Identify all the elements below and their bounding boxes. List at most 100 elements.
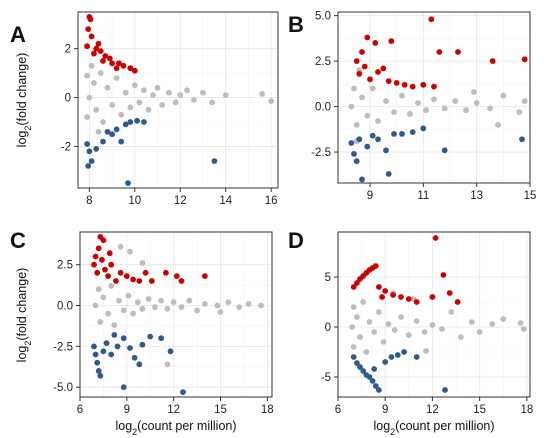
point-up <box>379 294 385 300</box>
point-ns <box>350 344 357 350</box>
point-up <box>367 76 373 83</box>
point-down <box>88 158 95 165</box>
point-ns <box>145 296 152 302</box>
point-ns <box>405 332 412 338</box>
point-ns <box>521 98 528 104</box>
point-ns <box>520 326 527 332</box>
point-up <box>142 269 149 276</box>
point-down <box>94 359 101 366</box>
point-down <box>139 341 146 348</box>
point-up <box>436 49 443 55</box>
point-down <box>108 351 115 358</box>
point-ns <box>391 109 397 115</box>
point-down <box>369 132 376 139</box>
point-up <box>127 65 134 72</box>
x-axis-title: log2(count per million) <box>115 419 236 437</box>
point-ns <box>86 94 93 101</box>
point-down <box>394 352 401 358</box>
point-ns <box>217 309 224 315</box>
panel-label: A <box>10 22 26 47</box>
point-ns <box>468 319 475 325</box>
point-up <box>455 49 461 55</box>
x-tick-label: 9 <box>367 190 373 202</box>
point-down <box>399 131 405 137</box>
point-down <box>92 351 99 358</box>
point-ns <box>191 97 197 103</box>
point-ns <box>117 243 124 250</box>
y-tick-label: -2.5 <box>311 147 331 159</box>
point-up <box>109 60 115 67</box>
point-up <box>173 273 180 279</box>
point-ns <box>489 321 496 327</box>
point-up <box>120 62 127 69</box>
x-tick-label: 12 <box>426 404 439 416</box>
point-ns <box>431 96 437 103</box>
point-ns <box>429 322 436 328</box>
point-up <box>375 69 381 75</box>
panel-label: C <box>10 228 26 253</box>
point-ns <box>84 72 90 79</box>
point-ns <box>134 299 141 306</box>
point-down <box>95 368 102 374</box>
point-down <box>111 332 118 338</box>
point-down <box>85 163 92 169</box>
point-ns <box>413 318 420 324</box>
point-down <box>93 146 100 152</box>
y-tick-label: -2.5 <box>53 341 73 353</box>
point-ns <box>120 307 127 314</box>
x-tick-label: 9 <box>124 404 130 416</box>
point-ns <box>357 334 363 340</box>
point-down <box>382 359 389 365</box>
point-ns <box>127 248 133 255</box>
point-up <box>105 273 111 279</box>
point-up <box>102 266 108 273</box>
point-up <box>117 269 124 276</box>
x-tick-label: 11 <box>417 190 429 202</box>
point-up <box>102 53 109 59</box>
point-down <box>364 143 371 150</box>
point-up <box>388 38 395 44</box>
point-ns <box>91 80 97 86</box>
point-up <box>130 276 137 283</box>
point-up <box>429 294 436 300</box>
point-up <box>113 65 120 72</box>
point-down <box>359 176 365 183</box>
x-tick-label: 8 <box>86 195 92 207</box>
point-up <box>454 299 461 305</box>
y-tick-label: 5 <box>325 272 331 284</box>
x-tick-label: 10 <box>128 195 141 207</box>
point-ns <box>359 94 365 101</box>
point-ns <box>194 307 201 314</box>
point-up <box>85 26 92 32</box>
point-ns <box>139 260 146 266</box>
point-ns <box>136 99 143 106</box>
point-ns <box>125 292 132 299</box>
point-up <box>361 63 368 70</box>
point-down <box>120 384 127 391</box>
point-ns <box>214 302 221 309</box>
point-ns <box>471 89 477 95</box>
point-ns <box>415 100 421 106</box>
point-down <box>100 138 106 145</box>
point-ns <box>113 75 120 81</box>
plot-frame <box>337 11 531 184</box>
point-ns <box>423 348 429 354</box>
point-ns <box>92 302 99 309</box>
point-ns <box>348 103 355 110</box>
point-ns <box>258 302 264 309</box>
point-down <box>104 128 111 135</box>
point-ns <box>118 111 125 118</box>
point-down <box>441 147 448 154</box>
point-ns <box>108 283 115 289</box>
point-down <box>118 138 125 145</box>
point-ns <box>371 329 378 335</box>
point-down <box>409 129 416 136</box>
point-up <box>390 292 396 298</box>
point-down <box>350 354 357 360</box>
point-up <box>97 48 104 54</box>
point-up <box>380 65 387 72</box>
point-down <box>125 180 131 187</box>
point-ns <box>245 301 252 307</box>
point-ns <box>399 92 405 99</box>
